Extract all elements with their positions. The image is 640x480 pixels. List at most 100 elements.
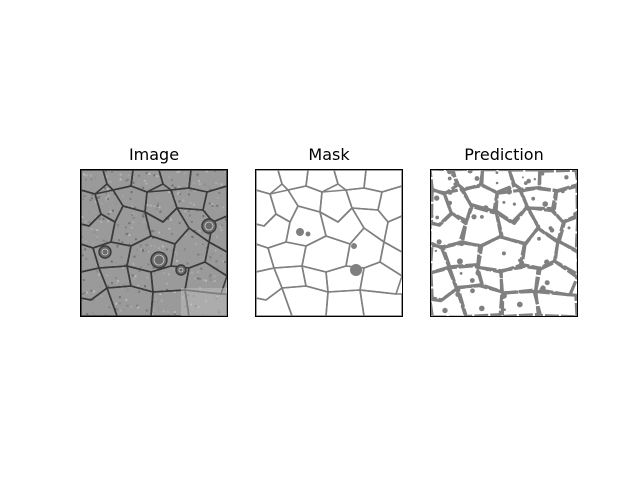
em-speckle [134, 200, 137, 203]
mask-boundary [359, 261, 402, 295]
em-speckle [130, 226, 133, 229]
prediction-speck [544, 259, 550, 265]
em-speckle [96, 236, 99, 239]
em-speckle [178, 221, 181, 224]
em-speckle [174, 311, 176, 314]
em-speckle [134, 275, 137, 278]
em-speckle [105, 191, 108, 194]
em-organelle-inner [204, 221, 214, 231]
em-speckle [215, 260, 218, 263]
em-speckle [208, 255, 211, 258]
em-speckle [147, 263, 150, 266]
em-speckle [90, 289, 93, 292]
prediction-speck [501, 293, 507, 299]
em-speckle [183, 172, 186, 175]
em-speckle [94, 177, 97, 179]
em-speckle [98, 273, 101, 276]
em-speckle [209, 274, 212, 277]
em-organelle-inner [178, 267, 184, 273]
em-membrane [81, 170, 108, 195]
em-speckle [109, 180, 112, 183]
em-speckle [137, 174, 140, 177]
prediction-boundary [526, 206, 566, 244]
em-speckle [152, 236, 155, 239]
em-speckle [176, 227, 179, 230]
em-speckle [166, 310, 169, 313]
em-speckle [205, 247, 208, 249]
em-speckle [123, 179, 126, 182]
em-speckle [178, 200, 181, 203]
em-speckle [189, 189, 192, 192]
em-speckle [220, 228, 223, 231]
em-speckle [189, 201, 192, 204]
em-speckle [218, 183, 221, 186]
em-speckle [99, 285, 102, 288]
prediction-speck [458, 240, 465, 247]
em-speckle [85, 178, 87, 181]
em-speckle [104, 314, 107, 316]
em-speckle [91, 197, 93, 200]
em-speckle [129, 197, 132, 200]
em-speckle [169, 266, 172, 269]
em-membrane [204, 241, 227, 277]
em-speckle [190, 220, 193, 223]
em-speckle [116, 244, 119, 247]
em-speckle [196, 209, 199, 212]
em-speckle [104, 187, 107, 190]
em-speckle [174, 251, 177, 253]
em-speckle [96, 270, 99, 273]
em-speckle [191, 271, 194, 274]
em-speckle [131, 262, 134, 264]
em-speckle [146, 204, 149, 206]
em-speckle [115, 302, 118, 305]
em-speckle [100, 202, 103, 205]
em-speckle [156, 197, 159, 200]
em-speckle [158, 206, 161, 209]
em-speckle [105, 199, 108, 202]
em-speckle [183, 248, 186, 251]
mask-blob [296, 228, 304, 236]
em-speckle [218, 192, 221, 194]
em-speckle [197, 180, 200, 182]
em-speckle [91, 193, 94, 196]
prediction-speck [436, 239, 442, 245]
prediction-boundary [480, 170, 517, 194]
prediction-boundary [431, 170, 460, 195]
em-speckle [216, 204, 219, 207]
em-speckle [141, 287, 144, 289]
em-speckle [186, 262, 189, 265]
em-speckle [106, 188, 109, 191]
em-speckle [173, 191, 176, 194]
em-speckle [81, 254, 84, 257]
em-speckle [105, 175, 108, 178]
em-speckle [110, 306, 113, 309]
em-speckle [166, 282, 169, 285]
prediction-speck [469, 278, 475, 283]
em-speckle [93, 290, 96, 293]
em-speckle [121, 266, 124, 269]
prediction-boundary [534, 260, 577, 297]
em-speckle [139, 244, 142, 247]
em-speckle [92, 312, 94, 314]
em-speckle [223, 211, 225, 214]
em-speckle [214, 249, 217, 252]
em-speckle [124, 288, 127, 291]
em-speckle [207, 233, 210, 236]
em-speckle [88, 221, 91, 224]
em-speckle [145, 225, 148, 228]
em-speckle [125, 226, 127, 229]
em-speckle [120, 287, 123, 290]
em-speckle [116, 308, 119, 311]
em-speckle [110, 260, 113, 263]
em-speckle [192, 273, 195, 275]
em-speckle [202, 215, 205, 218]
em-speckle [173, 291, 176, 294]
em-speckle [152, 229, 155, 232]
em-speckle [112, 255, 115, 258]
em-speckle [107, 197, 109, 200]
em-speckle [90, 228, 93, 230]
em-speckle [81, 235, 83, 238]
em-speckle [174, 186, 177, 189]
em-speckle [193, 230, 196, 232]
em-speckle [83, 291, 86, 294]
